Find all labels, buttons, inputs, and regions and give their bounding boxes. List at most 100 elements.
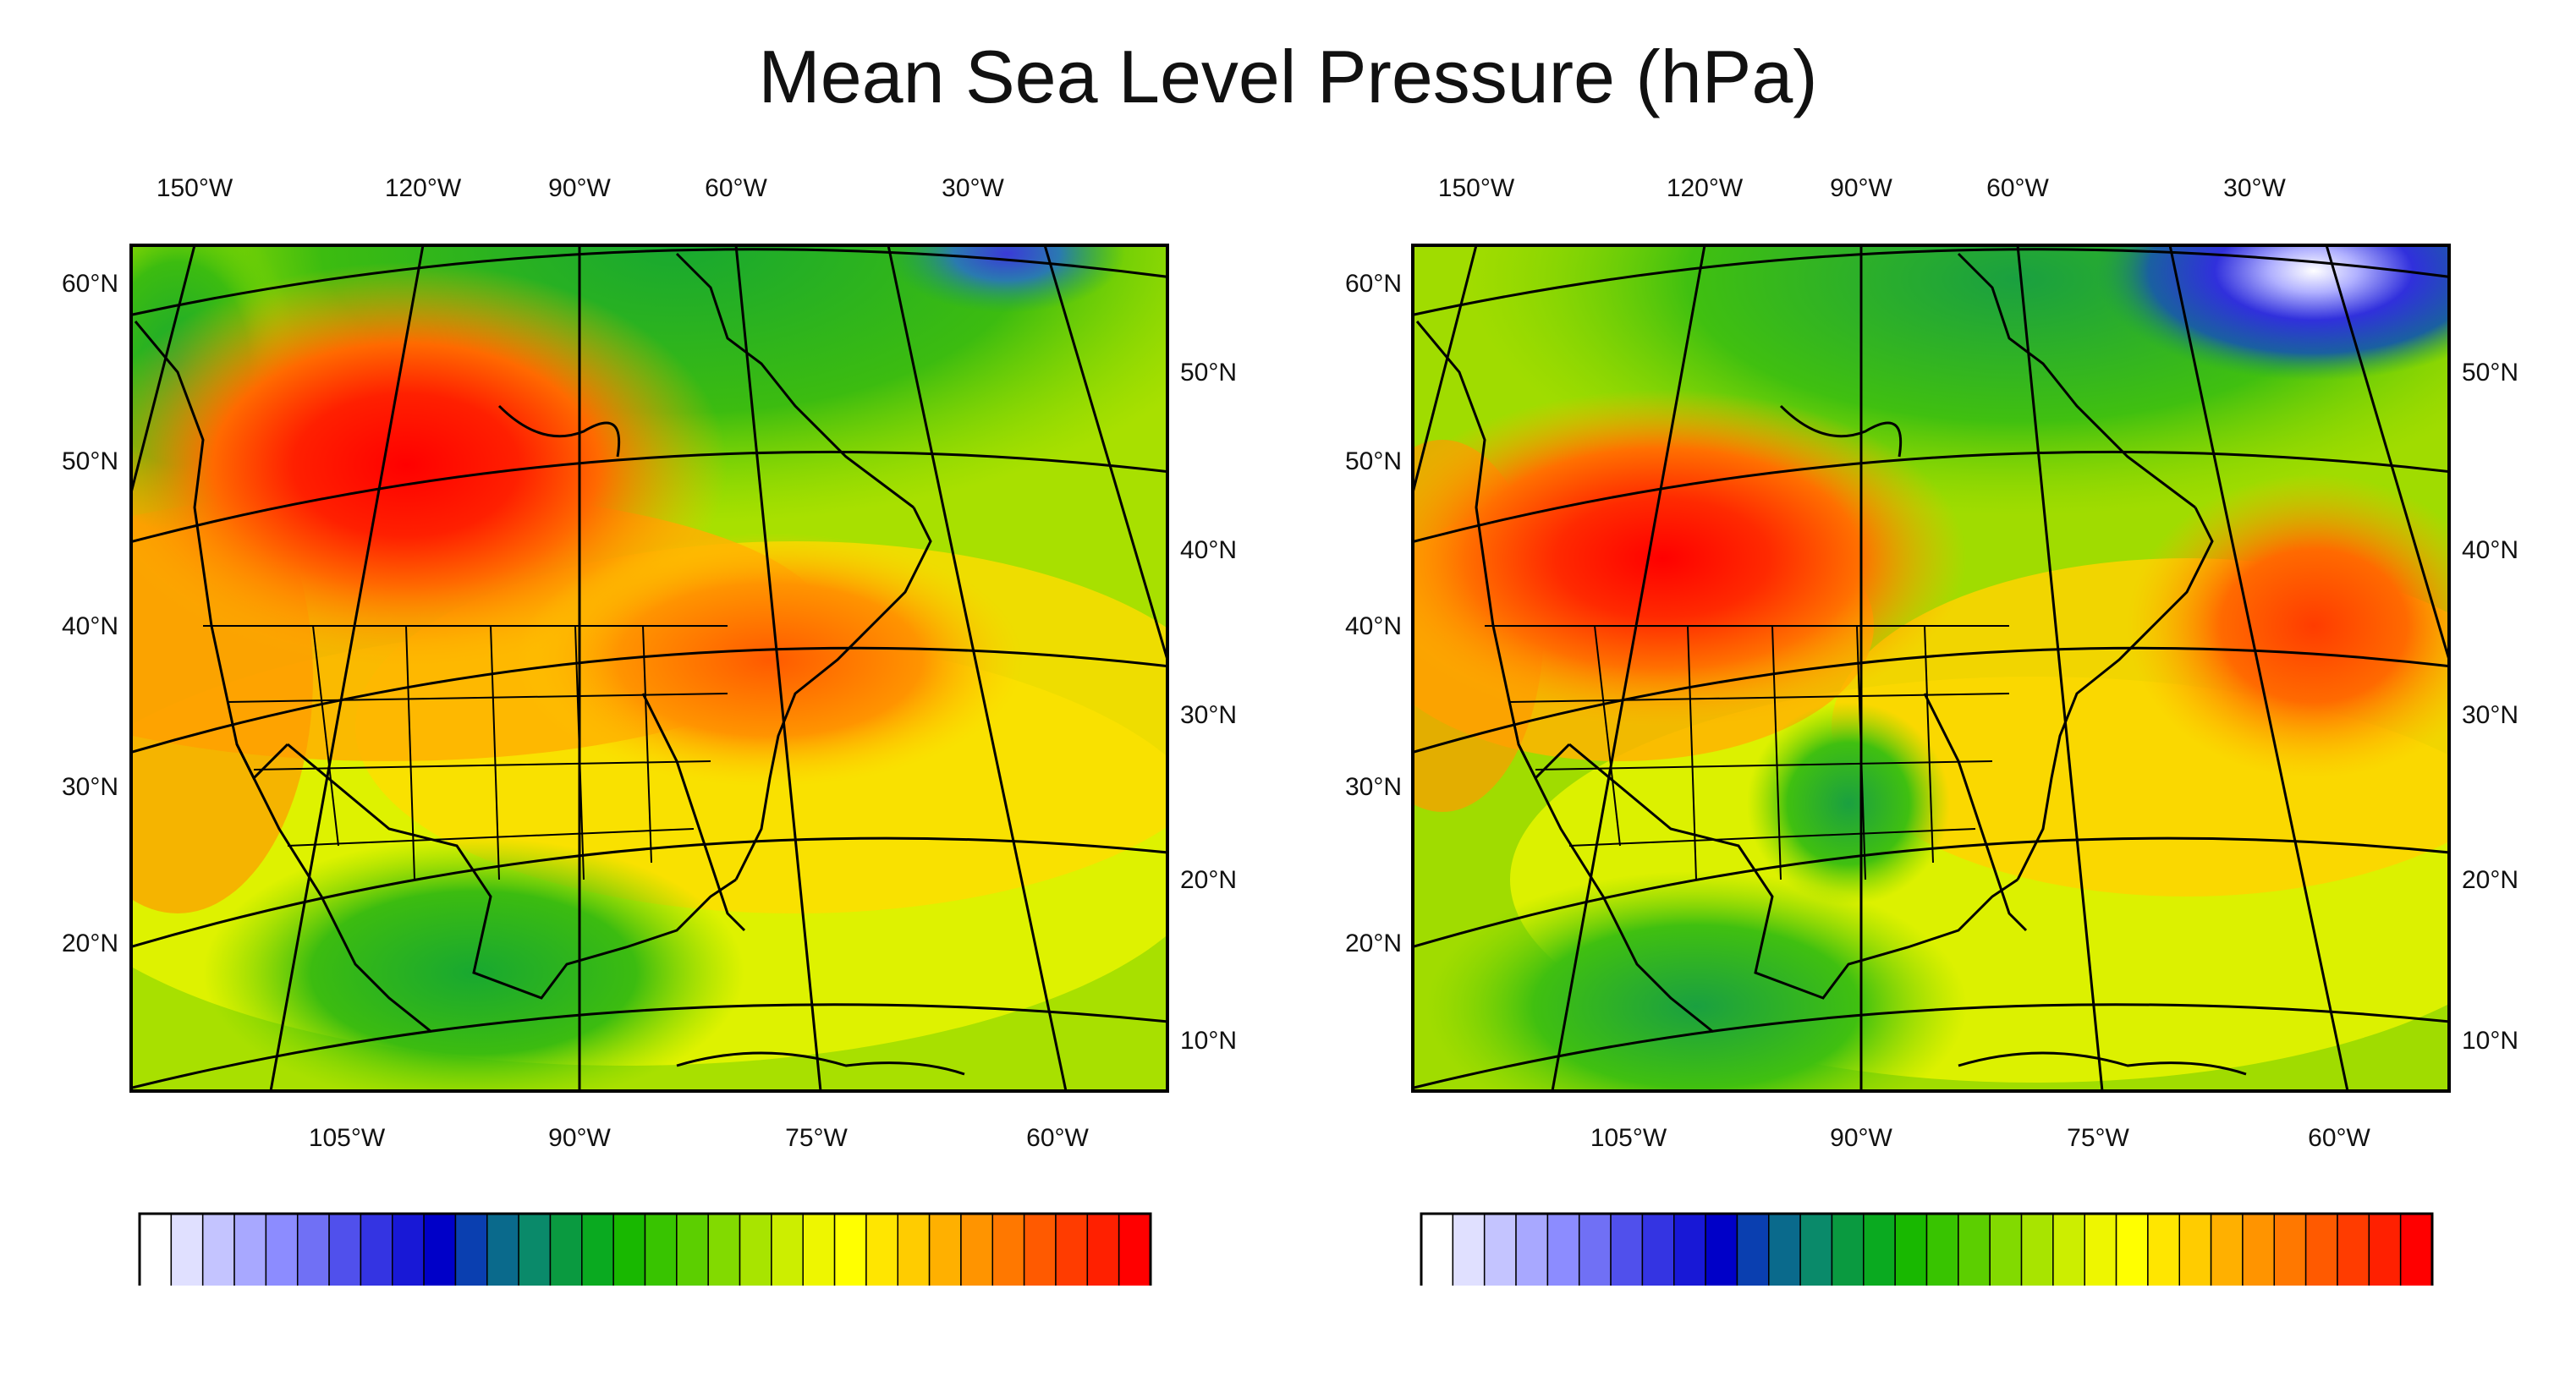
right-latitude-labels: 50°N 40°N 30°N 20°N 10°N (1180, 359, 1237, 1055)
colorbar-swatch (1118, 1213, 1151, 1289)
colorbar-swatch (233, 1213, 267, 1289)
colorbar-swatch (2242, 1213, 2276, 1289)
top-lon-label: 90°W (548, 174, 611, 202)
colorbar-swatch (1705, 1213, 1738, 1289)
colorbar-swatch (2052, 1213, 2085, 1289)
bottom-lon-label: 105°W (309, 1124, 386, 1152)
colorbar-swatch (2368, 1213, 2402, 1289)
colorbar (1420, 1212, 2434, 1290)
bottom-lon-label: 75°W (2067, 1124, 2129, 1152)
colorbar-swatch (296, 1213, 330, 1289)
pressure-field (131, 245, 1167, 1091)
colorbar-swatch (802, 1213, 836, 1289)
state-borders (203, 625, 728, 880)
colorbar-swatch (201, 1213, 235, 1289)
colorbar-swatch (1989, 1213, 2023, 1289)
right-lat-label: 50°N (2462, 359, 2518, 387)
colorbar-swatch (1023, 1213, 1057, 1289)
colorbar-swatch (2147, 1213, 2180, 1289)
left-lat-label: 30°N (1345, 773, 1402, 801)
colorbar-swatch (2337, 1213, 2370, 1289)
colorbar-swatch (1452, 1213, 1486, 1289)
left-latitude-labels: 60°N 50°N 40°N 30°N 20°N (1345, 270, 1402, 957)
colorbar-swatch (612, 1213, 646, 1289)
colorbar-swatch (833, 1213, 867, 1289)
colorbar-swatch (1641, 1213, 1675, 1289)
colorbar-swatch (581, 1213, 614, 1289)
top-lon-label: 30°W (2223, 174, 2286, 202)
colorbar-swatch (1863, 1213, 1896, 1289)
colorbar-swatch (644, 1213, 678, 1289)
colorbar-swatch (771, 1213, 804, 1289)
colorbar-swatch (2178, 1213, 2212, 1289)
colorbar-swatch (2399, 1213, 2433, 1289)
bottom-lon-label: 90°W (548, 1124, 611, 1152)
right-lat-label: 20°N (2462, 866, 2518, 894)
colorbar-swatch (139, 1213, 173, 1289)
pressure-map-right: 150°W 120°W 90°W 60°W 30°W 105°W 90°W 75… (1345, 174, 2518, 1352)
colorbar-swatch (1958, 1213, 1991, 1289)
colorbar-swatch (1610, 1213, 1644, 1289)
bottom-lon-label: 75°W (785, 1124, 848, 1152)
colorbar-swatch (423, 1213, 457, 1289)
colorbar-swatch (1086, 1213, 1120, 1289)
bottom-lon-label: 90°W (1830, 1124, 1892, 1152)
colorbar-swatch (1673, 1213, 1706, 1289)
figure-title: Mean Sea Level Pressure (hPa) (758, 35, 1818, 118)
colorbar-swatch (1483, 1213, 1517, 1289)
right-lat-label: 50°N (1180, 359, 1235, 387)
top-longitude-labels: 150°W 120°W 90°W 60°W 30°W (157, 174, 1005, 202)
colorbar-swatch (1831, 1213, 1865, 1289)
left-lat-label: 30°N (62, 773, 118, 801)
graticule (1413, 245, 2449, 1091)
bottom-longitude-labels: 105°W 90°W 75°W 60°W (1590, 1124, 2371, 1152)
colorbar-swatch (265, 1213, 299, 1289)
colorbar-swatch (328, 1213, 362, 1289)
colorbar-swatch (1799, 1213, 1833, 1289)
colorbar-swatch (897, 1213, 931, 1289)
colorbar-swatch (1578, 1213, 1612, 1289)
left-latitude-labels: 60°N 50°N 40°N 30°N 20°N (62, 270, 118, 957)
top-lon-label: 90°W (1830, 174, 1892, 202)
state-borders (1485, 625, 2010, 880)
colorbar-swatch (1925, 1213, 1959, 1289)
top-lon-label: 120°W (1667, 174, 1744, 202)
colorbar-swatch (2210, 1213, 2244, 1289)
colorbar-swatch (739, 1213, 772, 1289)
colorbar-swatch (1420, 1213, 1454, 1289)
colorbar-swatch (865, 1213, 898, 1289)
pressure-field (1413, 245, 2449, 1091)
colorbar-swatch (928, 1213, 962, 1289)
left-lat-label: 50°N (1345, 447, 1402, 475)
colorbar-swatch (1055, 1213, 1089, 1289)
top-longitude-labels: 150°W 120°W 90°W 60°W 30°W (1438, 174, 2287, 202)
left-lat-label: 50°N (62, 447, 118, 475)
map-panel-right: 150°W 120°W 90°W 60°W 30°W 105°W 90°W 75… (1341, 152, 2542, 1352)
colorbar-swatch (549, 1213, 583, 1289)
top-lon-label: 150°W (1438, 174, 1515, 202)
top-lon-label: 150°W (157, 174, 233, 202)
right-lat-label: 30°N (1180, 701, 1235, 729)
colorbar-swatch (2304, 1213, 2338, 1289)
right-lat-label: 20°N (1180, 866, 1235, 894)
colorbar-swatch (707, 1213, 741, 1289)
right-lat-label: 10°N (1180, 1027, 1235, 1055)
map-frame (129, 244, 1169, 1093)
colorbar-swatch (991, 1213, 1025, 1289)
bottom-lon-label: 60°W (2308, 1124, 2370, 1152)
map-panel-left: 150°W 120°W 90°W 60°W 30°W 105°W 90°W 75… (34, 152, 1237, 1352)
colorbar-swatch (1736, 1213, 1770, 1289)
bottom-lon-label: 60°W (1026, 1124, 1089, 1152)
colorbar-swatch (1894, 1213, 1928, 1289)
colorbar-swatch (486, 1213, 519, 1289)
right-lat-label: 10°N (2462, 1027, 2518, 1055)
top-lon-label: 30°W (942, 174, 1004, 202)
left-lat-label: 60°N (62, 270, 118, 298)
colorbar-swatch (960, 1213, 994, 1289)
left-lat-label: 20°N (62, 930, 118, 957)
bottom-lon-label: 105°W (1590, 1124, 1667, 1152)
colorbar-swatch (170, 1213, 204, 1289)
bottom-longitude-labels: 105°W 90°W 75°W 60°W (309, 1124, 1090, 1152)
map-frame (1411, 244, 2451, 1093)
colorbar-swatch (518, 1213, 552, 1289)
